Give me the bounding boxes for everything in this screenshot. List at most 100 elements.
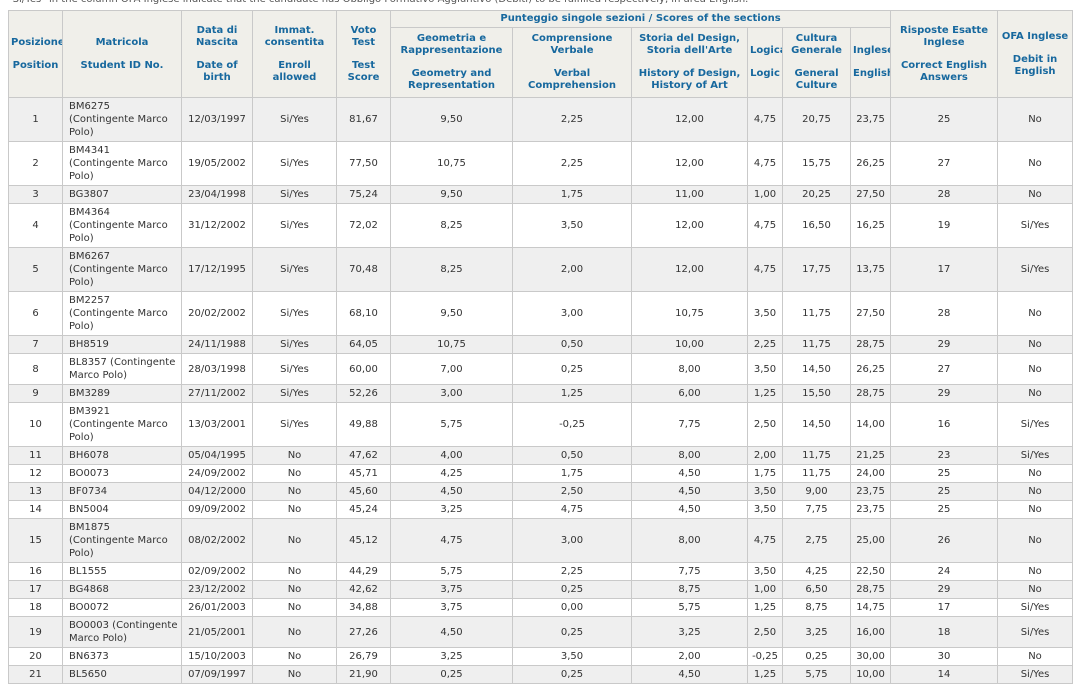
cell-correct-english-answers: 19 [890, 203, 999, 248]
cell-position: 13 [8, 482, 63, 501]
col-header-position: Posizione Position [8, 10, 63, 98]
cell-ofa-english: Si/Yes [997, 598, 1074, 617]
cell-general-culture: 4,25 [782, 562, 851, 581]
cell-correct-english-answers: 24 [890, 562, 999, 581]
cell-test-score: 27,26 [336, 616, 391, 648]
cell-enroll-allowed: No [252, 647, 337, 666]
cell-logic: 2,00 [747, 446, 783, 465]
cell-geometry: 4,75 [390, 518, 513, 563]
cell-ofa-english: No [997, 464, 1074, 483]
cell-history: 4,50 [631, 500, 748, 519]
cell-logic: 1,25 [747, 665, 783, 684]
cell-enroll-allowed: No [252, 562, 337, 581]
table-row: 15 BM1875 (Contingente Marco Polo) 08/02/2… [8, 518, 1074, 563]
cell-english: 14,00 [849, 402, 892, 447]
ofa-note-clip: "Si/Yes" in the column OFA Inglese indic… [8, 0, 1072, 6]
cell-geometry: 5,75 [390, 562, 513, 581]
cell-verbal-comprehension: 0,25 [512, 616, 632, 648]
cell-student-id: BH8519 [62, 335, 182, 354]
cell-student-id: BM6275 (Contingente Marco Polo) [62, 97, 182, 142]
cell-position: 14 [8, 500, 63, 519]
table-row: 3 BG3807 23/04/1998 Si/Yes 75,24 9,50 1,75 11,0… [8, 185, 1074, 204]
cell-general-culture: 2,75 [782, 518, 851, 563]
cell-english: 26,25 [849, 353, 892, 385]
cell-student-id: BL8357 (Contingente Marco Polo) [62, 353, 182, 385]
table-row: 13 BF0734 04/12/2000 No 45,60 4,50 2,50 4,50 3,5… [8, 482, 1074, 501]
cell-english: 16,00 [849, 616, 892, 648]
cell-english: 13,75 [849, 247, 892, 292]
results-tbody: 1 BM6275 (Contingente Marco Polo) 12/03/19… [8, 97, 1074, 684]
cell-enroll-allowed: No [252, 665, 337, 684]
table-row: 6 BM2257 (Contingente Marco Polo) 20/02/20… [8, 291, 1074, 336]
cell-ofa-english: No [997, 518, 1074, 563]
cell-general-culture: 11,75 [782, 446, 851, 465]
cell-student-id: BO0073 [62, 464, 182, 483]
cell-position: 4 [8, 203, 63, 248]
cell-logic: 4,75 [747, 97, 783, 142]
cell-date-of-birth: 13/03/2001 [181, 402, 253, 447]
cell-logic: 3,50 [747, 482, 783, 501]
cell-english: 25,00 [849, 518, 892, 563]
table-row: 20 BN6373 15/10/2003 No 26,79 3,25 3,50 2,00 -0,… [8, 647, 1074, 666]
cell-correct-english-answers: 27 [890, 141, 999, 186]
cell-test-score: 52,26 [336, 384, 391, 403]
cell-date-of-birth: 31/12/2002 [181, 203, 253, 248]
table-row: 11 BH6078 05/04/1995 No 47,62 4,00 0,50 8,00 2,0… [8, 446, 1074, 465]
cell-geometry: 9,50 [390, 97, 513, 142]
cell-geometry: 3,25 [390, 647, 513, 666]
cell-ofa-english: No [997, 482, 1074, 501]
cell-english: 27,50 [849, 185, 892, 204]
cell-english: 28,75 [849, 580, 892, 599]
cell-position: 7 [8, 335, 63, 354]
cell-position: 1 [8, 97, 63, 142]
cell-position: 20 [8, 647, 63, 666]
cell-correct-english-answers: 28 [890, 185, 999, 204]
cell-english: 30,00 [849, 647, 892, 666]
cell-verbal-comprehension: -0,25 [512, 402, 632, 447]
cell-enroll-allowed: No [252, 446, 337, 465]
cell-date-of-birth: 15/10/2003 [181, 647, 253, 666]
cell-enroll-allowed: Si/Yes [252, 291, 337, 336]
cell-position: 3 [8, 185, 63, 204]
cell-logic: 1,25 [747, 598, 783, 617]
cell-ofa-english: No [997, 562, 1074, 581]
cell-verbal-comprehension: 1,75 [512, 185, 632, 204]
cell-test-score: 42,62 [336, 580, 391, 599]
cell-english: 28,75 [849, 335, 892, 354]
cell-history: 6,00 [631, 384, 748, 403]
cell-date-of-birth: 24/11/1988 [181, 335, 253, 354]
cell-correct-english-answers: 26 [890, 518, 999, 563]
cell-logic: 4,75 [747, 247, 783, 292]
cell-ofa-english: Si/Yes [997, 665, 1074, 684]
cell-history: 10,75 [631, 291, 748, 336]
cell-verbal-comprehension: 0,50 [512, 335, 632, 354]
cell-verbal-comprehension: 0,50 [512, 446, 632, 465]
cell-history: 7,75 [631, 562, 748, 581]
cell-geometry: 9,50 [390, 185, 513, 204]
col-header-english: Inglese English [849, 27, 892, 98]
col-header-geometry: Geometria e Rappresentazione Geometry an… [390, 27, 513, 98]
cell-student-id: BM4364 (Contingente Marco Polo) [62, 203, 182, 248]
cell-verbal-comprehension: 2,25 [512, 97, 632, 142]
cell-enroll-allowed: Si/Yes [252, 335, 337, 354]
cell-test-score: 45,60 [336, 482, 391, 501]
cell-general-culture: 6,50 [782, 580, 851, 599]
cell-logic: 3,50 [747, 291, 783, 336]
cell-position: 6 [8, 291, 63, 336]
cell-logic: 1,00 [747, 580, 783, 599]
cell-student-id: BG4868 [62, 580, 182, 599]
cell-geometry: 4,00 [390, 446, 513, 465]
cell-general-culture: 0,25 [782, 647, 851, 666]
cell-date-of-birth: 08/02/2002 [181, 518, 253, 563]
cell-student-id: BN5004 [62, 500, 182, 519]
cell-date-of-birth: 04/12/2000 [181, 482, 253, 501]
table-row: 7 BH8519 24/11/1988 Si/Yes 64,05 10,75 0,50 10,… [8, 335, 1074, 354]
cell-history: 10,00 [631, 335, 748, 354]
cell-ofa-english: Si/Yes [997, 247, 1074, 292]
cell-english: 23,75 [849, 500, 892, 519]
cell-ofa-english: No [997, 647, 1074, 666]
cell-student-id: BF0734 [62, 482, 182, 501]
cell-enroll-allowed: Si/Yes [252, 141, 337, 186]
table-row: 2 BM4341 (Contingente Marco Polo) 19/05/20… [8, 141, 1074, 186]
cell-ofa-english: Si/Yes [997, 616, 1074, 648]
